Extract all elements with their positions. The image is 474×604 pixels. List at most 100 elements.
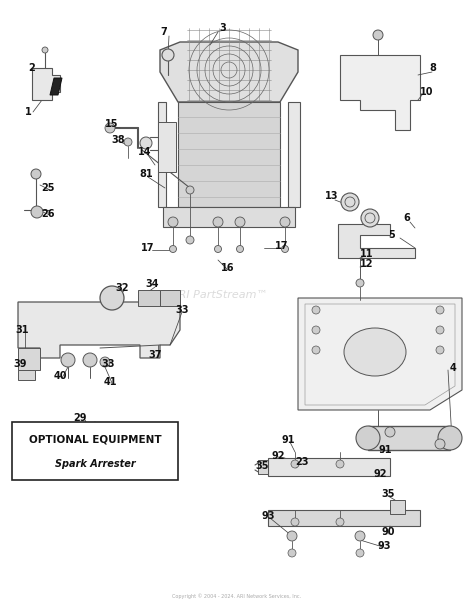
Polygon shape (158, 122, 176, 172)
Polygon shape (158, 102, 166, 207)
Text: 38: 38 (111, 135, 125, 145)
Text: 91: 91 (378, 445, 392, 455)
Text: ARI PartStream™: ARI PartStream™ (172, 290, 268, 300)
Polygon shape (178, 102, 280, 207)
Circle shape (355, 531, 365, 541)
Circle shape (83, 353, 97, 367)
Text: 12: 12 (360, 259, 374, 269)
Circle shape (42, 47, 48, 53)
Text: 11: 11 (360, 249, 374, 259)
Polygon shape (338, 224, 415, 258)
Polygon shape (390, 500, 405, 514)
Text: 23: 23 (295, 457, 309, 467)
Text: 7: 7 (161, 27, 167, 37)
Text: 4: 4 (450, 363, 456, 373)
Circle shape (356, 279, 364, 287)
Circle shape (105, 123, 115, 133)
Text: 93: 93 (377, 541, 391, 551)
Circle shape (186, 236, 194, 244)
Polygon shape (160, 42, 298, 102)
Circle shape (61, 353, 75, 367)
Text: 92: 92 (373, 469, 387, 479)
Circle shape (162, 49, 174, 61)
Polygon shape (340, 55, 420, 130)
Polygon shape (18, 348, 40, 370)
Text: 3: 3 (219, 23, 227, 33)
Text: 33: 33 (175, 305, 189, 315)
Circle shape (288, 549, 296, 557)
Circle shape (385, 427, 395, 437)
Circle shape (438, 426, 462, 450)
Polygon shape (268, 458, 390, 476)
Circle shape (124, 138, 132, 146)
Circle shape (213, 217, 223, 227)
Text: 90: 90 (381, 527, 395, 537)
Circle shape (280, 217, 290, 227)
Circle shape (31, 206, 43, 218)
Circle shape (312, 306, 320, 314)
Polygon shape (288, 102, 300, 207)
Circle shape (140, 137, 152, 149)
Text: 26: 26 (41, 209, 55, 219)
Text: 32: 32 (115, 283, 129, 293)
Text: 2: 2 (28, 63, 36, 73)
Circle shape (436, 306, 444, 314)
Text: 13: 13 (325, 191, 339, 201)
Circle shape (287, 531, 297, 541)
Text: 17: 17 (275, 241, 289, 251)
FancyBboxPatch shape (12, 422, 178, 480)
Text: Spark Arrester: Spark Arrester (55, 459, 135, 469)
Polygon shape (50, 78, 62, 95)
Polygon shape (138, 290, 160, 306)
Circle shape (235, 217, 245, 227)
Ellipse shape (344, 328, 406, 376)
Circle shape (291, 460, 299, 468)
Circle shape (168, 217, 178, 227)
Text: 35: 35 (381, 489, 395, 499)
Text: 25: 25 (41, 183, 55, 193)
Text: 33: 33 (101, 359, 115, 369)
Text: 16: 16 (221, 263, 235, 273)
Circle shape (336, 518, 344, 526)
Text: 5: 5 (389, 230, 395, 240)
Circle shape (170, 245, 176, 252)
Text: OPTIONAL EQUIPMENT: OPTIONAL EQUIPMENT (29, 435, 161, 445)
Text: 29: 29 (73, 413, 87, 423)
Circle shape (100, 286, 124, 310)
Polygon shape (258, 460, 268, 474)
Text: 37: 37 (148, 350, 162, 360)
Circle shape (186, 186, 194, 194)
Circle shape (436, 326, 444, 334)
Circle shape (373, 30, 383, 40)
Text: 40: 40 (53, 371, 67, 381)
Polygon shape (368, 426, 450, 450)
Circle shape (341, 193, 359, 211)
Text: 17: 17 (141, 243, 155, 253)
Circle shape (435, 439, 445, 449)
Circle shape (237, 245, 244, 252)
Polygon shape (18, 302, 180, 358)
Text: 39: 39 (13, 359, 27, 369)
Text: 14: 14 (138, 147, 152, 157)
Polygon shape (160, 290, 180, 306)
Circle shape (312, 346, 320, 354)
Circle shape (282, 245, 289, 252)
Text: 6: 6 (404, 213, 410, 223)
Polygon shape (32, 68, 60, 100)
Polygon shape (18, 370, 35, 380)
Polygon shape (268, 510, 420, 526)
Text: 91: 91 (281, 435, 295, 445)
Text: 41: 41 (103, 377, 117, 387)
Text: 34: 34 (145, 279, 159, 289)
Text: 1: 1 (25, 107, 31, 117)
Circle shape (336, 460, 344, 468)
Text: 8: 8 (429, 63, 437, 73)
Text: 81: 81 (139, 169, 153, 179)
Circle shape (312, 326, 320, 334)
Polygon shape (163, 207, 295, 227)
Circle shape (356, 426, 380, 450)
Circle shape (31, 169, 41, 179)
Circle shape (291, 518, 299, 526)
Circle shape (215, 245, 221, 252)
Text: Copyright © 2004 - 2024. ARI Network Services, Inc.: Copyright © 2004 - 2024. ARI Network Ser… (173, 593, 301, 599)
